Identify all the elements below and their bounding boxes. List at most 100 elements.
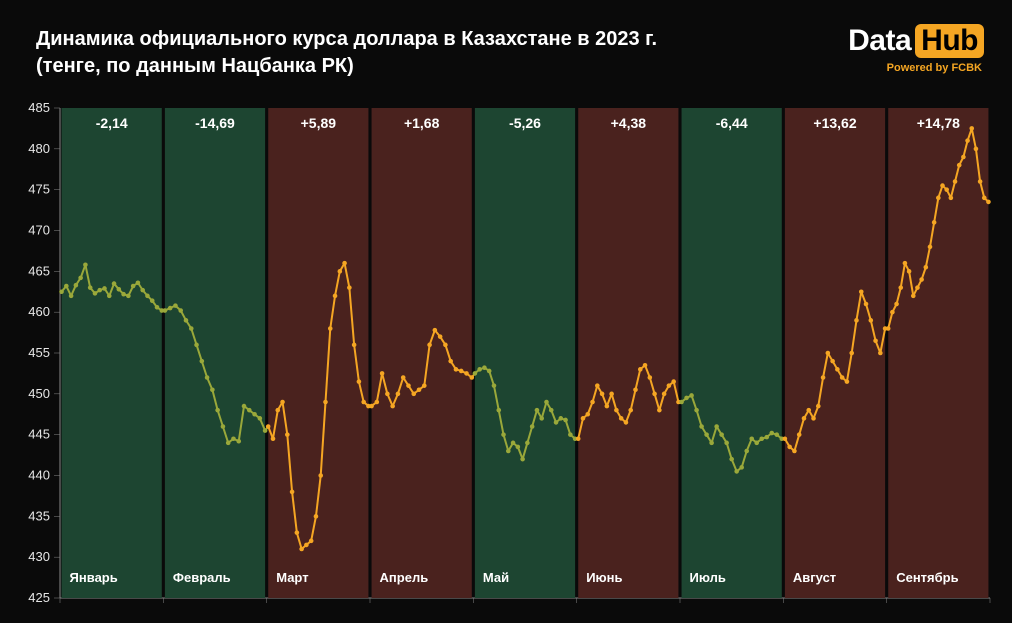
series-marker: [338, 269, 343, 274]
series-marker: [729, 457, 734, 462]
series-marker: [961, 155, 966, 160]
series-marker: [986, 200, 991, 205]
series-marker: [487, 369, 492, 374]
series-marker: [830, 359, 835, 364]
y-tick-label: 425: [28, 590, 50, 605]
series-marker: [271, 436, 276, 441]
y-tick-label: 485: [28, 100, 50, 115]
series-marker: [849, 351, 854, 356]
month-band: [682, 108, 782, 598]
y-tick-label: 435: [28, 508, 50, 523]
series-marker: [585, 412, 590, 417]
y-tick-label: 450: [28, 386, 50, 401]
series-marker: [974, 147, 979, 152]
series-marker: [97, 288, 102, 293]
series-marker: [352, 343, 357, 348]
series-marker: [826, 351, 831, 356]
series-marker: [168, 306, 173, 311]
series-marker: [965, 138, 970, 143]
series-marker: [873, 338, 878, 343]
series-marker: [699, 424, 704, 429]
series-marker: [473, 371, 478, 376]
series-marker: [719, 432, 724, 437]
series-marker: [252, 412, 257, 417]
series-marker: [840, 375, 845, 380]
series-marker: [600, 392, 605, 397]
series-marker: [774, 432, 779, 437]
series-marker: [516, 445, 521, 450]
series-marker: [150, 298, 155, 303]
series-marker: [806, 408, 811, 413]
series-marker: [178, 308, 183, 313]
series-marker: [878, 351, 883, 356]
series-marker: [821, 375, 826, 380]
series-marker: [69, 294, 74, 299]
series-marker: [131, 284, 136, 289]
month-label: Январь: [70, 570, 118, 585]
month-label: Июнь: [586, 570, 622, 585]
series-marker: [744, 449, 749, 454]
series-marker: [520, 457, 525, 462]
series-marker: [648, 375, 653, 380]
series-marker: [554, 420, 559, 425]
series-marker: [953, 179, 958, 184]
month-band: [268, 108, 368, 598]
series-marker: [417, 387, 422, 392]
series-marker: [236, 439, 241, 444]
series-marker: [226, 441, 231, 446]
y-tick-label: 455: [28, 345, 50, 360]
series-marker: [787, 445, 792, 450]
y-tick-label: 475: [28, 182, 50, 197]
series-marker: [496, 408, 501, 413]
month-label: Август: [793, 570, 836, 585]
series-marker: [915, 285, 920, 290]
month-band: [785, 108, 885, 598]
series-marker: [215, 408, 220, 413]
series-marker: [614, 408, 619, 413]
series-marker: [769, 431, 774, 436]
series-marker: [74, 283, 79, 288]
month-label: Апрель: [380, 570, 429, 585]
series-marker: [443, 343, 448, 348]
series-marker: [221, 424, 226, 429]
series-marker: [117, 287, 122, 292]
series-marker: [112, 281, 117, 286]
series-marker: [247, 408, 252, 413]
series-marker: [662, 392, 667, 397]
month-label: Февраль: [173, 570, 231, 585]
series-marker: [563, 418, 568, 423]
series-marker: [200, 359, 205, 364]
series-marker: [709, 441, 714, 446]
series-marker: [957, 163, 962, 168]
series-marker: [859, 289, 864, 294]
series-marker: [357, 379, 362, 384]
series-marker: [411, 392, 416, 397]
series-marker: [936, 196, 941, 201]
month-label: Сентябрь: [896, 570, 958, 585]
series-marker: [285, 432, 290, 437]
series-marker: [982, 196, 987, 201]
series-marker: [694, 408, 699, 413]
series-marker: [295, 530, 300, 535]
series-marker: [894, 302, 899, 307]
series-marker: [549, 408, 554, 413]
month-label: Март: [276, 570, 308, 585]
month-band: [62, 108, 162, 598]
month-band: [372, 108, 472, 598]
y-tick-label: 480: [28, 141, 50, 156]
y-tick-label: 460: [28, 304, 50, 319]
series-marker: [652, 392, 657, 397]
series-marker: [595, 383, 600, 388]
series-marker: [290, 490, 295, 495]
series-marker: [978, 179, 983, 184]
series-marker: [969, 126, 974, 131]
series-marker: [568, 432, 573, 437]
series-marker: [657, 408, 662, 413]
series-marker: [724, 441, 729, 446]
series-marker: [189, 326, 194, 331]
series-marker: [816, 404, 821, 409]
series-marker: [903, 261, 908, 266]
series-marker: [121, 292, 126, 297]
series-marker: [361, 400, 366, 405]
series-marker: [544, 400, 549, 405]
